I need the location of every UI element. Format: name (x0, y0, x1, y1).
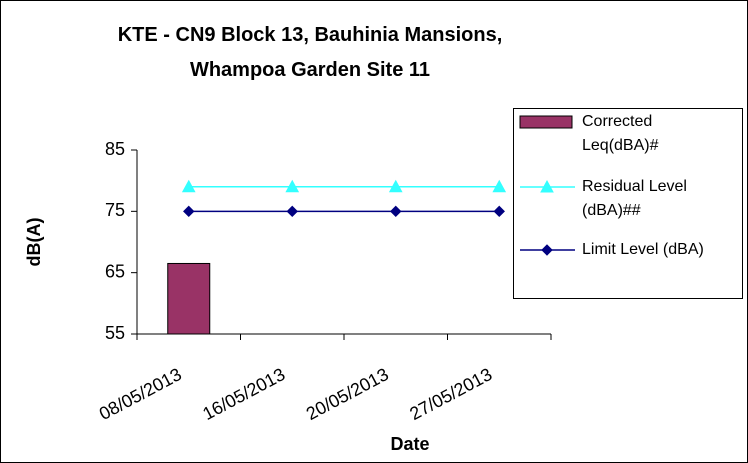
legend-label: Corrected Leq(dBA)# (582, 113, 659, 154)
x-tick-label: 08/05/2013 (96, 364, 185, 424)
legend-marker (541, 244, 553, 256)
marker (390, 205, 402, 218)
marker (286, 205, 298, 218)
x-tick-label: 27/05/2013 (406, 364, 495, 424)
legend-label: Limit Level (dBA) (582, 241, 704, 258)
marker (493, 205, 505, 218)
marker (492, 179, 507, 193)
x-tick-label: 20/05/2013 (303, 364, 392, 424)
y-tick-label: 55 (105, 323, 125, 343)
legend-box (513, 108, 743, 299)
marker (285, 179, 300, 193)
bar (167, 262, 211, 335)
y-tick-label: 65 (105, 261, 125, 281)
marker (183, 205, 195, 218)
legend-swatch (519, 115, 573, 129)
x-tick-label: 16/05/2013 (199, 364, 288, 424)
marker (388, 179, 403, 193)
legend-marker (540, 179, 554, 193)
legend-label: Residual Level (dBA)## (582, 178, 687, 219)
y-axis-label: dB(A) (24, 218, 44, 267)
y-tick-label: 75 (105, 200, 125, 220)
y-tick-label: 85 (105, 139, 125, 159)
marker (181, 179, 196, 193)
x-axis-label: Date (390, 434, 429, 454)
chart-title: KTE - CN9 Block 13, Bauhinia Mansions, W… (117, 24, 503, 81)
